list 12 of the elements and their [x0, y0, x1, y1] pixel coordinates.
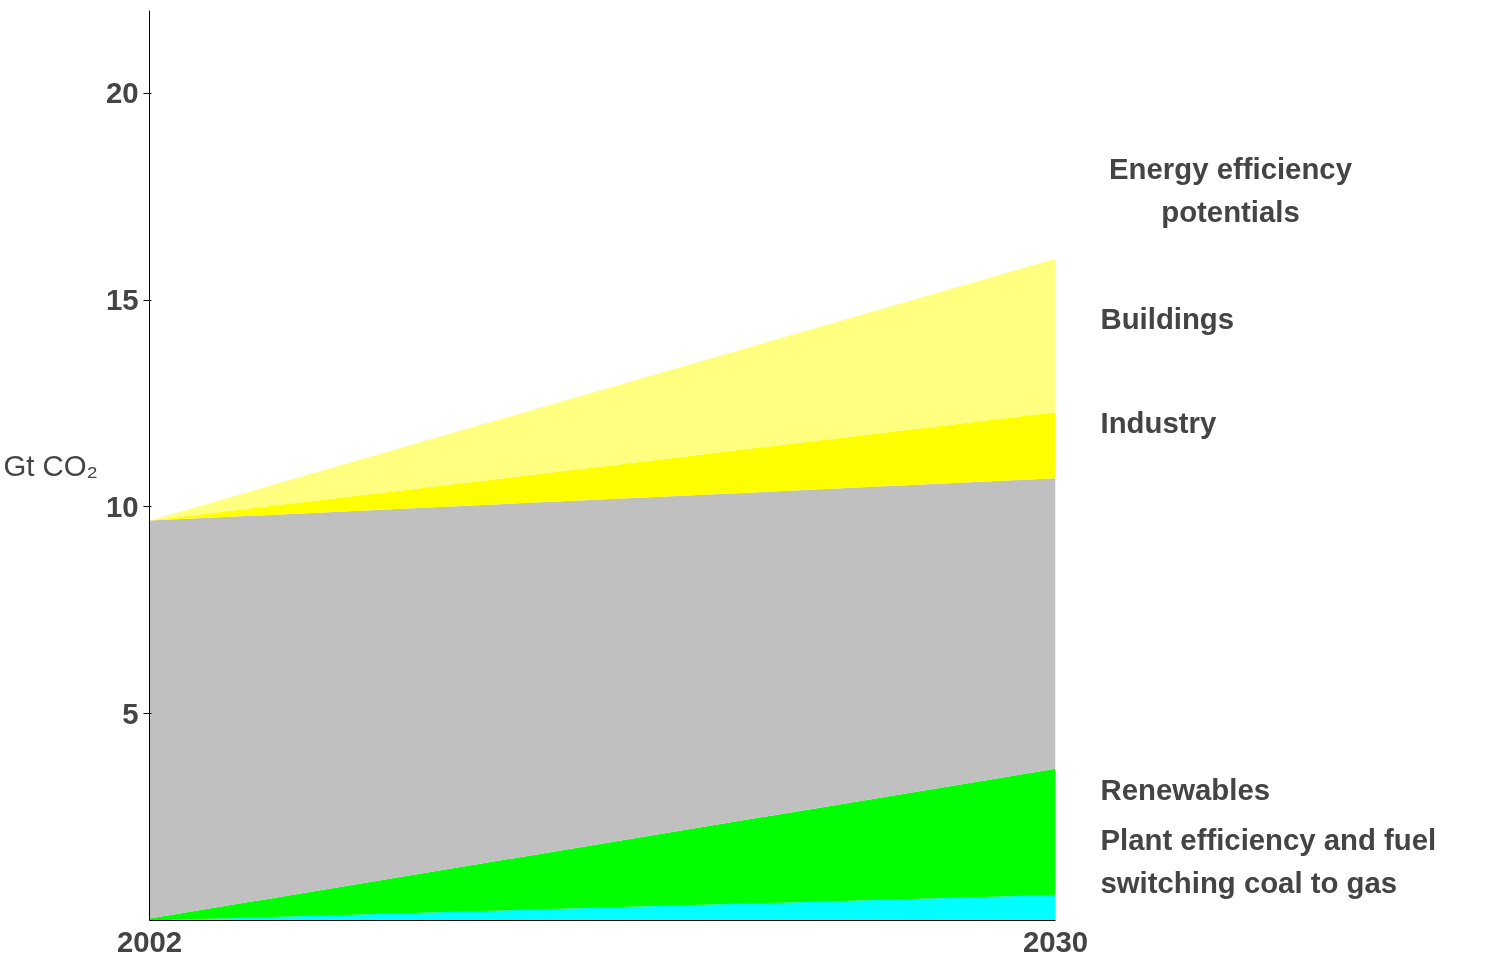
series-label: Plant efficiency and fuel switching coal to gas: [1100, 823, 1437, 899]
y-tick-label: 20: [105, 76, 139, 110]
y-axis-title: Gt CO₂: [3, 449, 98, 482]
y-tick-label: 15: [105, 283, 139, 317]
y-tick-label: 5: [122, 696, 139, 730]
y-tick-label: 10: [105, 489, 139, 523]
text: Energy efficiency potentials: [1109, 151, 1353, 228]
series-label: Industry: [1100, 406, 1217, 440]
x-tick-label: 2002: [116, 924, 183, 958]
series-label: Renewables: [1100, 772, 1271, 806]
x-tick-label: 2030: [1022, 924, 1089, 958]
series-label: Buildings: [1100, 301, 1235, 335]
